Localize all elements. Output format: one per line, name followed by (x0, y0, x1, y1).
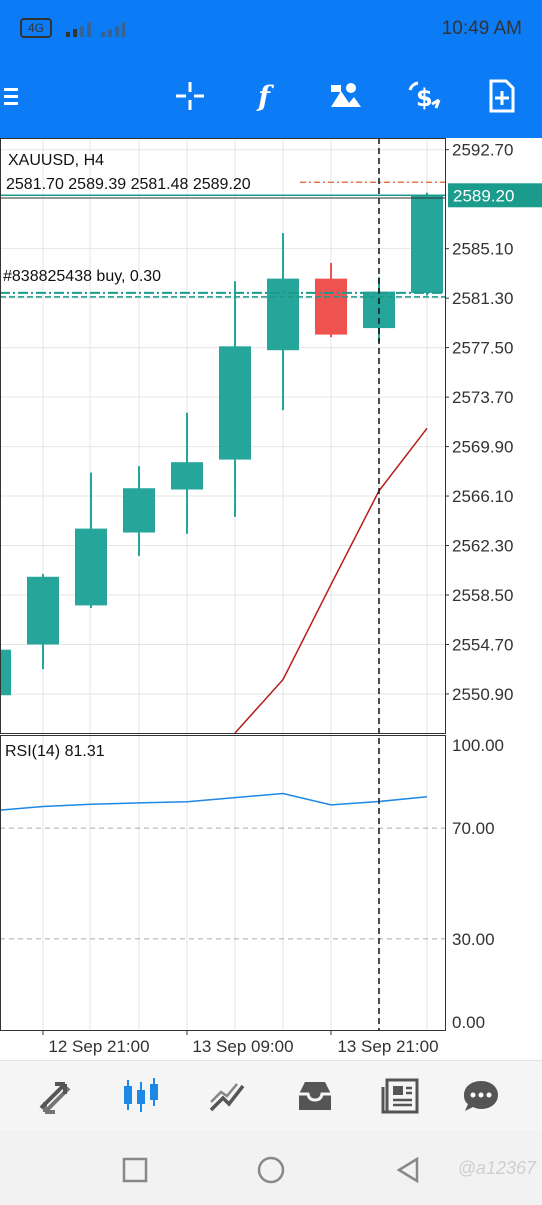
candle-body (123, 488, 155, 533)
indicators-button[interactable]: f (243, 70, 291, 122)
candle-body (411, 195, 443, 293)
objects-icon (331, 83, 361, 107)
price-tick-label: 2566.10 (452, 487, 513, 506)
rsi-tick-label: 70.00 (452, 819, 495, 838)
ohlc-readout: 2581.70 2589.39 2581.48 2589.20 (6, 176, 251, 193)
recents-icon (122, 1157, 148, 1183)
quotes-icon (39, 1082, 71, 1114)
levels-layer: 2589.20 (0, 138, 542, 1030)
nav-history[interactable] (280, 1061, 350, 1131)
price-tick-label: 2581.30 (452, 289, 513, 308)
rsi-label: RSI(14) 81.31 (5, 743, 105, 760)
moving-average-layer (234, 427, 428, 734)
price-tick-label: 2577.50 (452, 339, 513, 358)
messages-icon (464, 1081, 498, 1111)
crosshair-icon (176, 82, 204, 110)
price-tick-label: 2550.90 (452, 685, 513, 704)
trade-icon (209, 1083, 245, 1112)
menu-icon (4, 88, 18, 105)
time-tick-label: 12 Sep 21:00 (48, 1037, 149, 1056)
history-icon (299, 1082, 331, 1110)
crosshair-button[interactable] (166, 70, 214, 122)
nav-quotes[interactable] (20, 1061, 90, 1131)
price-tag-text: 2589.20 (453, 186, 514, 205)
candle-body (27, 576, 59, 645)
top-bar: 4G 10:49 AM f (0, 0, 542, 138)
candle-body (219, 346, 251, 460)
signal-icon (66, 22, 91, 37)
nav-messages[interactable] (446, 1061, 516, 1131)
svg-text:$: $ (416, 84, 433, 112)
price-tick-label: 2558.50 (452, 586, 513, 605)
indicators-icon: f (256, 80, 275, 112)
sim-badge: 4G (20, 18, 52, 38)
rsi-line (0, 792, 428, 811)
rsi-tick-label: 0.00 (452, 1013, 485, 1032)
candle-body (267, 278, 299, 351)
rsi-tick-label: 100.00 (452, 736, 504, 755)
sim-label: 4G (27, 21, 44, 35)
rsi-layer (0, 792, 445, 940)
candle-body (171, 462, 203, 490)
signal-2-icon (101, 22, 125, 37)
chart-canvas[interactable]: 2589.20 2592.70 2585.10 2581.30 2577.50 2573… (0, 138, 542, 1060)
menu-button[interactable] (0, 70, 36, 122)
price-tick-label: 2554.70 (452, 635, 513, 654)
home-icon (257, 1156, 285, 1184)
price-tick-label: 2592.70 (452, 141, 513, 160)
nav-trade[interactable] (192, 1061, 262, 1131)
home-button[interactable] (249, 1150, 293, 1190)
candle-body (315, 278, 347, 335)
time-tick-label: 13 Sep 09:00 (192, 1037, 293, 1056)
symbol-icon: $ (408, 81, 441, 112)
bottom-nav (0, 1060, 542, 1130)
moving-average-line (234, 427, 428, 734)
position-label: #838825438 buy, 0.30 (3, 268, 161, 285)
price-tag-bg (448, 183, 542, 208)
price-tick-label: 2585.10 (452, 240, 513, 259)
system-nav: @a12367 (0, 1130, 542, 1205)
candle-body (0, 649, 11, 696)
chart-icon (124, 1078, 158, 1112)
watermark-text: @a12367 (457, 1158, 536, 1178)
symbol-button[interactable]: $ (400, 70, 448, 122)
svg-text:f: f (256, 80, 275, 112)
price-tick-label: 2573.70 (452, 388, 513, 407)
new-order-button[interactable] (478, 70, 526, 122)
axis-layer: 2592.70 2585.10 2581.30 2577.50 2573.70 2569.… (0, 138, 513, 1056)
price-tick-label: 2569.90 (452, 438, 513, 457)
objects-button[interactable] (322, 70, 370, 122)
nav-news[interactable] (366, 1061, 436, 1131)
time-tick-label: 13 Sep 21:00 (337, 1037, 438, 1056)
rsi-pane-frame (0, 735, 446, 1031)
status-clock: 10:49 AM (441, 18, 522, 39)
info-layer: XAUUSD, H4 2581.70 2589.39 2581.48 2589.… (3, 152, 251, 760)
nav-chart[interactable] (106, 1061, 176, 1131)
chart-toolbar: f $ (0, 70, 542, 122)
recents-button[interactable] (113, 1150, 157, 1190)
rsi-tick-label: 30.00 (452, 930, 495, 949)
candles-layer (0, 192, 443, 696)
back-button[interactable] (386, 1150, 430, 1190)
news-icon (381, 1078, 419, 1114)
candle-body (75, 528, 107, 606)
main-pane-frame (0, 138, 446, 734)
chart-area[interactable]: 2589.20 2592.70 2585.10 2581.30 2577.50 2573… (0, 138, 542, 1060)
back-icon (396, 1156, 419, 1184)
new-order-icon (489, 79, 515, 113)
symbol-label: XAUUSD, H4 (8, 152, 104, 169)
price-tick-label: 2562.30 (452, 537, 513, 556)
